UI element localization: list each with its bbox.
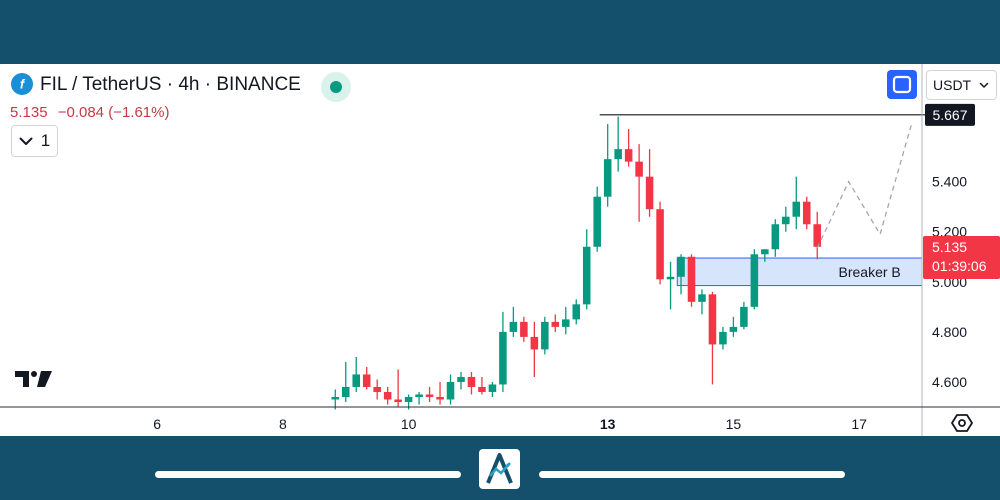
candle-body[interactable] [614,149,622,160]
candle-body[interactable] [593,196,601,247]
candle-body[interactable] [425,394,434,397]
candle-body[interactable] [394,399,402,402]
candle-body[interactable] [761,249,769,255]
candle-body[interactable] [509,321,518,332]
time-axis-label: 17 [851,416,867,432]
nav-bar-right[interactable] [539,471,845,478]
candle-body[interactable] [771,224,780,250]
candle-body[interactable] [740,306,748,327]
candle-body[interactable] [352,374,360,387]
candle-body[interactable] [656,209,664,280]
candle-body[interactable] [331,396,340,400]
last-price-label: 5.135 [932,239,967,255]
candle-body[interactable] [499,331,507,385]
projection-path[interactable] [816,123,913,249]
candle-body[interactable] [677,256,685,277]
candle-body[interactable] [383,391,392,400]
app-logo-icon[interactable] [479,449,520,489]
candle-body[interactable] [373,386,381,392]
indicator-count: 1 [40,131,51,150]
filecoin-icon: f [11,73,33,95]
price-axis-label: 5.200 [932,224,967,240]
fullscreen-button[interactable] [887,70,917,99]
candle-body[interactable] [467,376,476,387]
candlestick-chart[interactable]: Breaker B 5.8005.4005.2005.0004.8004.600… [0,64,1000,436]
bar-countdown-label: 01:39:06 [932,258,987,274]
title-separator: · [166,74,174,95]
price-axis-label: 4.800 [932,324,967,340]
interval-label[interactable]: 4h [178,74,200,95]
price-summary: 5.135 −0.084 (−1.61%) [10,104,169,121]
time-axis-label: 10 [401,416,417,432]
candle-body[interactable] [666,276,675,280]
candle-body[interactable] [362,374,371,387]
price-axis-label: 4.600 [932,374,967,390]
candle-body[interactable] [457,376,465,382]
candle-body[interactable] [436,396,444,400]
chart-title[interactable]: FIL / TetherUS · 4h · BINANCE [40,74,301,96]
tradingview-logo-icon[interactable] [15,369,53,389]
price-axis-label: 5.400 [932,174,967,190]
candle-body[interactable] [488,384,497,392]
candle-body[interactable] [729,326,738,332]
market-open-dot-icon[interactable] [321,72,351,102]
last-price: 5.135 [10,104,48,121]
resistance-price-label: 5.667 [932,107,967,123]
exchange-name: BINANCE [216,74,301,95]
candle-body[interactable] [551,321,560,327]
candle-body[interactable] [530,336,539,350]
chart-panel[interactable]: Breaker B 5.8005.4005.2005.0004.8004.600… [0,64,1000,436]
candle-body[interactable] [708,294,717,345]
candle-body[interactable] [562,319,570,327]
candle-body[interactable] [750,254,759,307]
svg-text:f: f [20,77,26,92]
candle-body[interactable] [341,386,350,397]
candle-body[interactable] [782,216,790,225]
candle-body[interactable] [635,161,643,177]
candle-body[interactable] [698,294,706,302]
candle-body[interactable] [520,321,528,337]
candle-body[interactable] [802,201,811,225]
title-separator: · [204,74,212,95]
nav-bar-left[interactable] [155,471,461,478]
chevron-down-icon [979,82,989,88]
gear-icon[interactable] [950,412,974,434]
indicators-toggle-button[interactable]: 1 [11,125,58,157]
candle-body[interactable] [603,159,612,197]
candle-body[interactable] [404,396,413,402]
symbol-name[interactable]: FIL / TetherUS [40,74,162,95]
price-change: −0.084 [57,104,105,121]
candle-body[interactable] [478,386,486,392]
time-axis-label: 15 [726,416,742,432]
chevron-down-icon [19,137,33,145]
candle-body[interactable] [415,394,423,397]
resistance-price-tag [925,103,975,126]
candle-body[interactable] [645,176,654,210]
candle-body[interactable] [446,381,455,400]
breaker-zone-label: Breaker B [839,264,901,280]
breaker-zone[interactable] [676,257,923,287]
time-axis-label: 6 [153,416,161,432]
time-axis-label: 8 [279,416,287,432]
candle-body[interactable] [541,321,549,350]
last-price-tag [923,236,1000,280]
price-change-percent: (−1.61%) [108,104,170,121]
candle-body[interactable] [582,246,591,305]
time-axis-label: 13 [600,416,616,432]
fullscreen-icon [892,75,912,94]
candle-body[interactable] [792,201,801,217]
candle-body[interactable] [813,224,821,247]
currency-select[interactable]: USDT [926,70,997,100]
candle-body[interactable] [624,149,633,162]
candle-body[interactable] [572,304,581,320]
currency-label: USDT [933,77,972,93]
candle-body[interactable] [719,331,727,345]
candle-body[interactable] [687,256,696,302]
